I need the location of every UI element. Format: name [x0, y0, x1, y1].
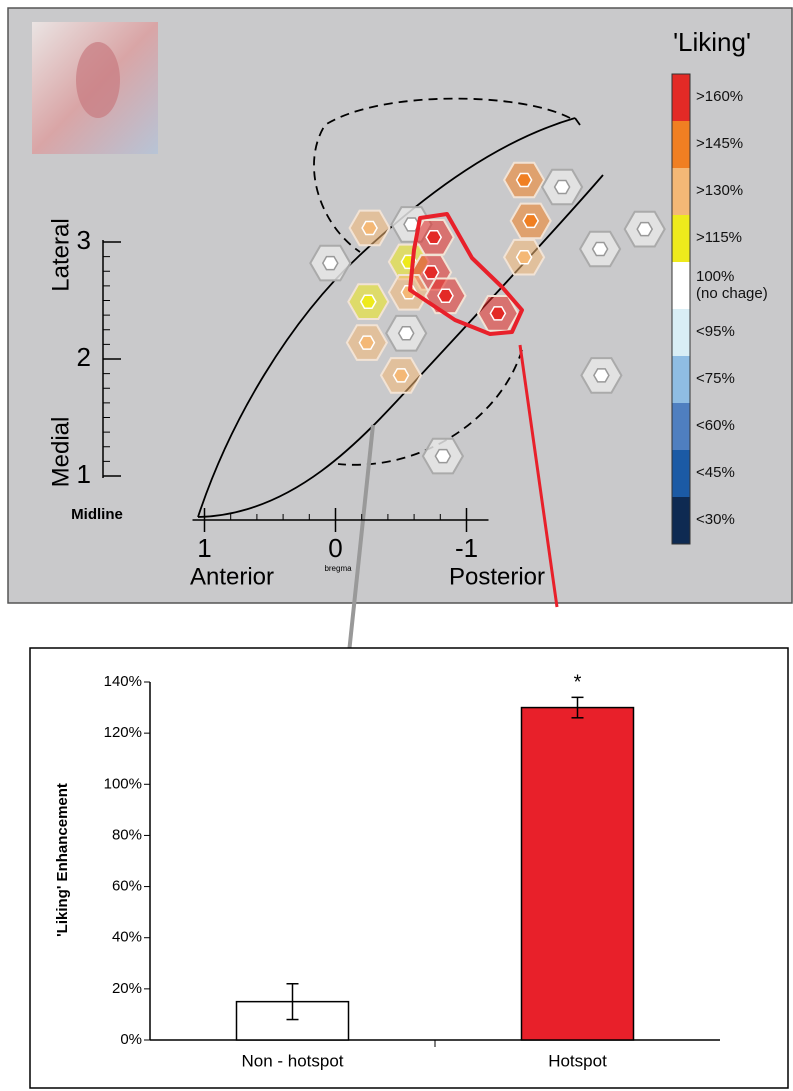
- legend-label: <60%: [696, 417, 735, 434]
- legend-label: 100% (no chage): [696, 267, 768, 302]
- y-tick-label: 1: [77, 459, 91, 489]
- bar-y-label: 'Liking' Enhancement: [54, 783, 71, 937]
- x-label-bregma: bregma: [324, 564, 352, 573]
- legend-label: >115%: [696, 229, 743, 246]
- site: [348, 209, 391, 247]
- error-bar: [286, 982, 299, 1021]
- legend-label: <95%: [696, 323, 735, 340]
- significance-mark: *: [574, 672, 582, 694]
- site: [424, 277, 467, 315]
- site: [623, 210, 666, 248]
- site: [580, 357, 623, 394]
- legend-swatch: [672, 356, 690, 403]
- site-inner: [522, 213, 540, 229]
- y-tick-label: 100%: [104, 775, 142, 792]
- site: [421, 437, 465, 475]
- legend-swatch: [672, 450, 690, 497]
- legend-label: >145%: [696, 135, 744, 152]
- site-inner: [515, 172, 533, 188]
- site-inner: [593, 368, 610, 383]
- site-inner: [489, 306, 507, 321]
- site-inner: [437, 288, 454, 304]
- site-inner: [591, 241, 609, 257]
- legend-label: >130%: [696, 182, 744, 199]
- site: [347, 283, 390, 320]
- legend-label: <75%: [696, 370, 735, 387]
- x-label-posterior: Posterior: [449, 563, 545, 590]
- y-label-lateral: Lateral: [47, 218, 74, 291]
- site-inner: [553, 179, 571, 195]
- y-tick-label: 80%: [112, 826, 142, 843]
- site-inner: [400, 285, 418, 300]
- site: [502, 161, 546, 199]
- site-inner: [392, 368, 410, 383]
- legend-swatch: [672, 121, 690, 168]
- site-inner: [425, 230, 443, 245]
- y-tick-label: 20%: [112, 980, 142, 997]
- site: [385, 314, 428, 352]
- site: [509, 202, 552, 240]
- site-inner: [422, 265, 440, 280]
- site-inner: [321, 255, 339, 271]
- legend-label: <45%: [696, 464, 735, 481]
- bar-panel: [29, 647, 789, 1089]
- site: [345, 324, 389, 361]
- site: [387, 274, 431, 311]
- legend-label: >160%: [696, 88, 744, 105]
- legend-label: <30%: [696, 511, 735, 528]
- y-tick-label: 0%: [120, 1031, 142, 1048]
- site-inner: [361, 220, 378, 236]
- y-label-medial: Medial: [47, 417, 74, 488]
- legend-swatch: [672, 168, 690, 215]
- y-tick-label: 2: [77, 342, 91, 372]
- x-tick-label: Non - hotspot: [241, 1051, 343, 1070]
- site-inner: [434, 448, 452, 464]
- legend-title: 'Liking': [673, 27, 751, 57]
- legend-swatch: [672, 497, 690, 544]
- error-bar: [571, 696, 584, 719]
- site: [502, 238, 546, 276]
- legend-swatch: [672, 403, 690, 450]
- site: [540, 168, 584, 206]
- x-tick-label: 1: [197, 533, 211, 563]
- legend-swatch: [672, 215, 690, 262]
- y-tick-label: 140%: [104, 673, 142, 690]
- site-inner: [636, 221, 654, 237]
- dashed-upper: [313, 97, 571, 253]
- outline-upper: [197, 117, 576, 518]
- outline-lower: [197, 174, 604, 518]
- site-inner: [397, 326, 415, 341]
- site-inner: [359, 294, 377, 309]
- y-tick-label: 120%: [104, 724, 142, 741]
- hotspot-outline: [408, 212, 524, 336]
- site: [379, 357, 423, 394]
- midline-label: Midline: [71, 506, 123, 523]
- legend-swatch: [672, 309, 690, 356]
- y-tick-label: 3: [77, 225, 91, 255]
- site-inner: [403, 217, 420, 232]
- legend-swatch: [672, 74, 690, 121]
- bar: [520, 706, 635, 1041]
- legend-swatch: [672, 262, 690, 309]
- x-tick-label: Hotspot: [548, 1051, 607, 1070]
- site: [309, 244, 352, 282]
- y-tick-label: 60%: [112, 878, 142, 895]
- rat-mouth: [76, 42, 120, 118]
- x-tick-label: 0: [328, 533, 342, 563]
- x-tick-label: -1: [455, 533, 478, 563]
- legend-frame: [671, 73, 691, 545]
- site: [412, 219, 455, 256]
- site: [578, 230, 622, 268]
- connector-hotspot: [518, 344, 559, 608]
- y-tick-label: 40%: [112, 929, 142, 946]
- site-inner: [515, 249, 533, 265]
- site-inner: [358, 335, 376, 350]
- outline-tip: [574, 117, 581, 126]
- x-label-anterior: Anterior: [190, 563, 274, 590]
